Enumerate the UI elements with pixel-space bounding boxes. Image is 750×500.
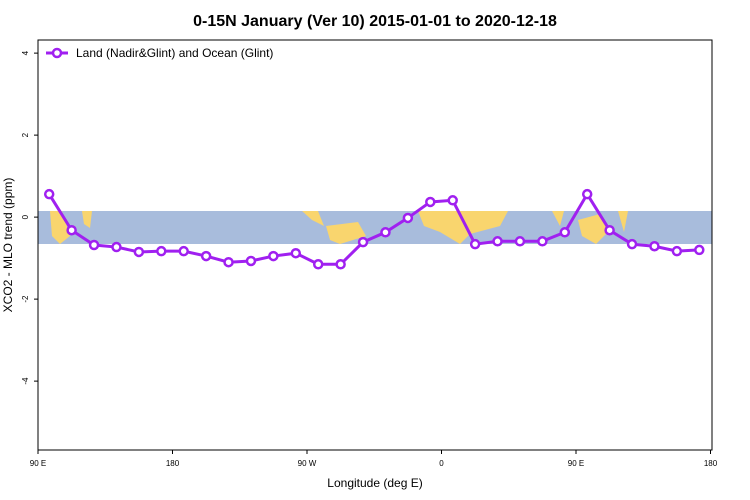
x-tick-label: 180 (704, 459, 718, 468)
point (335, 259, 346, 270)
y-tick-label: -2 (21, 295, 30, 303)
plot-frame (37, 39, 713, 451)
point (245, 255, 257, 267)
point (178, 245, 189, 257)
point (380, 227, 391, 238)
point (66, 224, 77, 236)
point (402, 212, 414, 224)
x-tick-label: 90 W (298, 459, 317, 468)
point (111, 241, 122, 253)
point (604, 224, 615, 236)
point (133, 246, 145, 258)
point (514, 236, 526, 247)
point (537, 236, 548, 247)
y-tick-label: -4 (21, 377, 30, 385)
chart-title: 0-15N January (Ver 10) 2015-01-01 to 202… (193, 13, 557, 30)
x-tick-label: 0 (439, 459, 444, 468)
point (290, 247, 302, 259)
point (357, 236, 369, 248)
point (312, 259, 324, 270)
point (469, 238, 481, 250)
x-tick-label: 90 E (568, 459, 584, 468)
point (156, 245, 167, 257)
y-axis-label: XCO2 - MLO trend (ppm) (1, 178, 15, 313)
point (88, 239, 100, 251)
y-tick-label: 4 (21, 50, 30, 55)
point (223, 256, 234, 268)
point (581, 188, 593, 200)
point (559, 227, 571, 238)
y-tick-label: 2 (21, 132, 30, 137)
x-tick-label: 180 (166, 459, 180, 468)
point (425, 196, 436, 208)
point (200, 250, 212, 262)
legend-label: Land (Nadir&Glint) and Ocean (Glint) (76, 46, 273, 60)
point (694, 244, 705, 256)
point (447, 195, 458, 206)
point (671, 245, 683, 257)
point (492, 236, 503, 247)
x-axis-label: Longitude (deg E) (327, 476, 422, 490)
point (626, 238, 638, 250)
point (649, 240, 660, 252)
point (43, 188, 55, 200)
y-tick-label: 0 (21, 214, 30, 219)
point (268, 250, 279, 262)
legend-marker (51, 47, 63, 59)
x-tick-label: 90 E (30, 459, 46, 468)
